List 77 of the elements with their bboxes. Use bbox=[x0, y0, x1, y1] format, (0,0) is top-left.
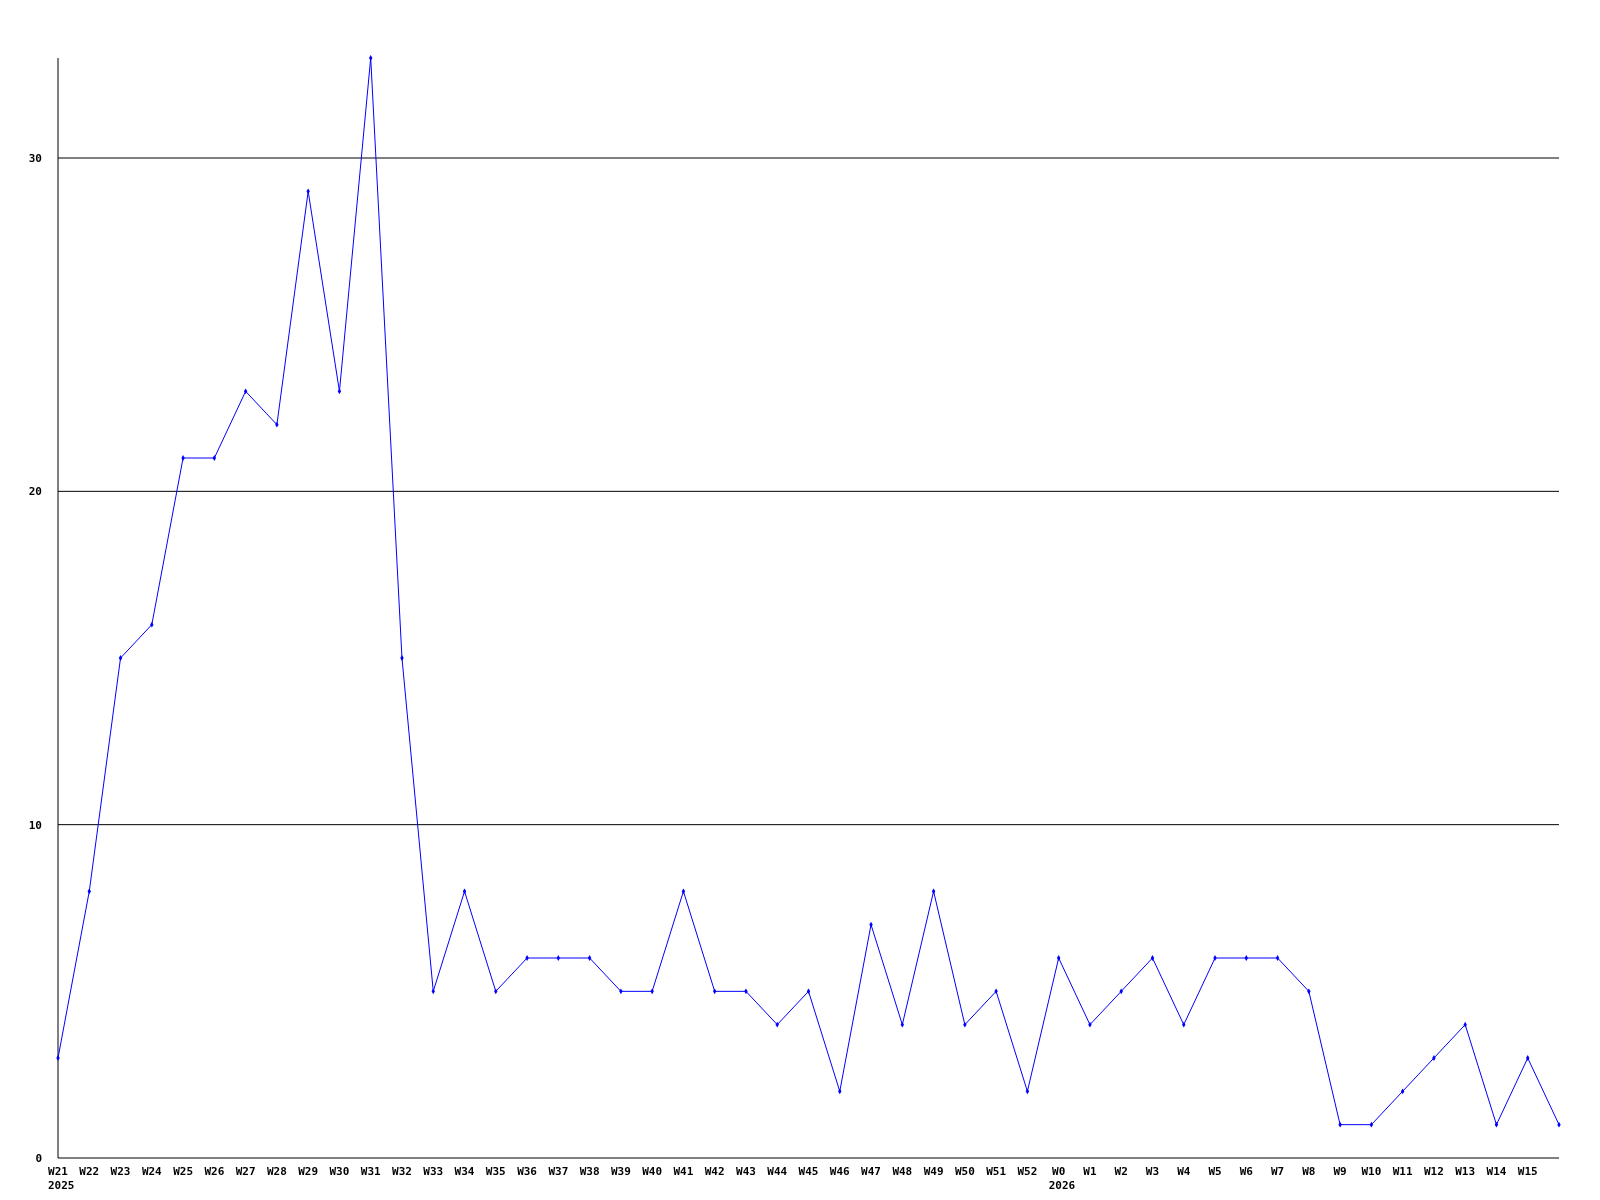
x-tick-label: W11 bbox=[1392, 1165, 1413, 1178]
x-tick-label: W39 bbox=[610, 1165, 631, 1178]
x-tick-label: W47 bbox=[861, 1165, 881, 1178]
x-tick-label: W43 bbox=[736, 1165, 756, 1178]
x-tick-label: W41 bbox=[673, 1165, 694, 1178]
point bbox=[1494, 1121, 1499, 1128]
x-tick-label: W5 bbox=[1208, 1165, 1222, 1178]
x-tick-label: W45 bbox=[798, 1165, 819, 1178]
point bbox=[337, 388, 342, 395]
x-tick-label: W12 bbox=[1423, 1165, 1444, 1178]
text: 2026 bbox=[1048, 1179, 1076, 1192]
x-tick-label: W37 bbox=[548, 1165, 569, 1178]
x-tick-label: W26 bbox=[204, 1165, 225, 1178]
x-tick-label: W8 bbox=[1302, 1165, 1316, 1178]
point bbox=[1244, 955, 1248, 961]
point bbox=[1056, 955, 1061, 961]
point bbox=[212, 455, 217, 461]
x-tick-label: W46 bbox=[829, 1165, 851, 1178]
y-tick-label: 20 bbox=[28, 485, 42, 499]
x-tick-label: W44 bbox=[767, 1165, 788, 1178]
point bbox=[931, 888, 936, 895]
x-tick-label: W38 bbox=[579, 1165, 600, 1178]
y-tick-label: 30 bbox=[28, 151, 42, 165]
point bbox=[1432, 1055, 1436, 1061]
x-tick-label: W1 bbox=[1083, 1165, 1097, 1178]
x-tick-label: W50 bbox=[954, 1165, 975, 1178]
y-tick-label: 0 bbox=[35, 1151, 42, 1165]
x-tick-label: W3 bbox=[1145, 1165, 1160, 1178]
x-tick-label: W30 bbox=[329, 1165, 350, 1178]
x-tick-label: W14 bbox=[1486, 1165, 1507, 1178]
point bbox=[587, 955, 592, 961]
x-tick-label: W52 bbox=[1017, 1165, 1038, 1178]
point bbox=[1526, 1055, 1530, 1061]
x-tick-label: W29 bbox=[298, 1165, 319, 1178]
x-tick-label: W36 bbox=[517, 1165, 538, 1178]
x-tick-label: W21 bbox=[48, 1165, 69, 1178]
point bbox=[462, 888, 467, 895]
point bbox=[900, 1021, 905, 1028]
point bbox=[806, 988, 811, 995]
x-tick-label: W42 bbox=[704, 1165, 725, 1178]
point bbox=[1025, 1088, 1030, 1095]
x-tick-label: W34 bbox=[454, 1165, 475, 1178]
point bbox=[243, 388, 248, 395]
y-tick-label: 10 bbox=[28, 818, 42, 832]
x-tick-label: W49 bbox=[923, 1165, 944, 1178]
x-tick-label: W0 bbox=[1052, 1165, 1066, 1178]
point bbox=[118, 655, 123, 661]
point bbox=[681, 888, 686, 895]
x-tick-label: W28 bbox=[266, 1165, 287, 1178]
point bbox=[369, 55, 373, 61]
x-tick-label: W13 bbox=[1455, 1165, 1476, 1178]
x-tick-label: W24 bbox=[141, 1165, 163, 1178]
x-tick-label: W10 bbox=[1361, 1165, 1382, 1178]
x-tick-label: W32 bbox=[392, 1165, 412, 1178]
x-tick-label: W22 bbox=[79, 1165, 100, 1178]
x-tick-label: W23 bbox=[110, 1165, 131, 1178]
x-tick-label: W48 bbox=[892, 1165, 913, 1178]
x-tick-label: W15 bbox=[1517, 1165, 1538, 1178]
x-tick-label: W25 bbox=[173, 1165, 194, 1178]
x-tick-label: W31 bbox=[360, 1165, 382, 1178]
point bbox=[1369, 1121, 1374, 1128]
x-tick-label: W27 bbox=[235, 1165, 256, 1178]
x-tick-label: W51 bbox=[986, 1165, 1007, 1178]
text: 2025 bbox=[48, 1179, 75, 1192]
x-tick-label: W40 bbox=[642, 1165, 663, 1178]
x-tick-label: W35 bbox=[485, 1165, 506, 1178]
point bbox=[712, 988, 717, 995]
x-tick-label: W9 bbox=[1333, 1165, 1347, 1178]
point bbox=[556, 955, 561, 961]
x-tick-label: W7 bbox=[1270, 1165, 1285, 1178]
point bbox=[1150, 955, 1155, 961]
x-tick-label: W2 bbox=[1114, 1165, 1128, 1178]
point bbox=[1400, 1088, 1405, 1095]
point bbox=[1275, 955, 1280, 961]
x-tick-label: W4 bbox=[1177, 1165, 1191, 1178]
x-tick-label: W33 bbox=[423, 1165, 444, 1178]
x-tick-label: W6 bbox=[1239, 1165, 1254, 1178]
